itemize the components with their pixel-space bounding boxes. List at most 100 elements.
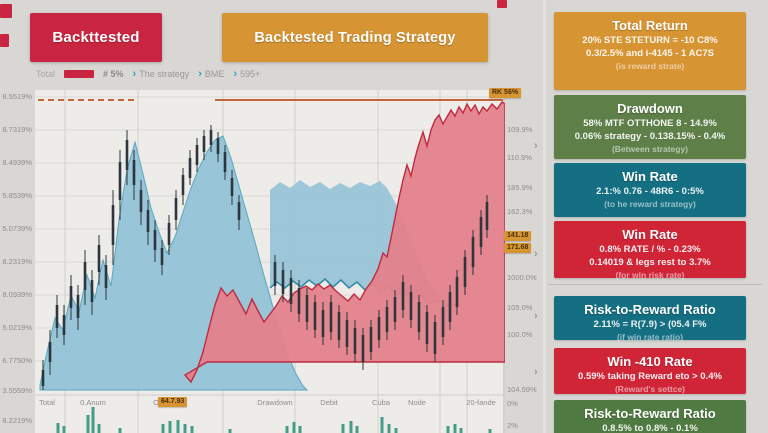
x-axis-label: Cuba xyxy=(372,398,390,407)
card-value-line: 0.06% strategy - 0.138.15% - 0.4% xyxy=(574,131,726,142)
y-axis-label-left: 8.5519% xyxy=(2,92,32,101)
chevron-right-icon: › xyxy=(132,68,137,80)
card-value-line: 0.14019 & legs rest to 3.7% xyxy=(589,257,711,268)
metric-card-win-410-rate: Win -410 Rate 0.59% taking Reward eto > 0… xyxy=(554,348,746,394)
x-axis-label: 20-fande xyxy=(466,398,496,407)
card-note: (if win rate ratio) xyxy=(616,332,684,342)
x-axis-badge: 64.7.93 xyxy=(158,397,188,407)
y-axis-label-right: 1000.0% xyxy=(507,273,537,282)
y-axis-label-left: 3.5559% xyxy=(2,386,32,395)
corner-mark-icon xyxy=(497,0,507,8)
card-title: Total Return xyxy=(612,18,688,33)
card-value-line: 0.8% RATE / % - 0.23% xyxy=(599,244,701,255)
volume-bar xyxy=(446,426,450,433)
corner-mark-icon xyxy=(0,4,12,18)
strategy-title-button[interactable]: Backtested Trading Strategy xyxy=(222,13,488,62)
volume-bar xyxy=(62,426,66,433)
volume-bar xyxy=(183,424,187,433)
volume-bar xyxy=(341,424,345,433)
volume-bar xyxy=(176,420,180,433)
volume-bar xyxy=(86,415,90,433)
card-note: (is reward strate) xyxy=(615,61,685,71)
card-title: Win -410 Rate xyxy=(607,354,693,369)
volume-bar xyxy=(459,428,463,433)
axis-price-badge: RK 56% xyxy=(489,88,522,98)
card-title: Win Rate xyxy=(622,227,678,242)
axis-price-badge: 171.68 xyxy=(504,243,532,253)
legend-link-label: 595+ xyxy=(240,69,261,79)
legend-link-label: The strategy xyxy=(139,69,190,79)
card-value-line: 0.3/2.5% and i-4145 - 1 AC7S xyxy=(586,48,714,59)
card-value-line: 2.11% = R(7.9) > (05.4 F% xyxy=(593,319,707,330)
card-note: (to he reward strategy) xyxy=(604,199,696,209)
volume-bar xyxy=(292,422,296,433)
corner-mark-icon xyxy=(0,34,9,47)
panel-chevron-icon: › xyxy=(534,140,538,152)
card-note: (Reward's settce) xyxy=(614,384,686,394)
volume-bar xyxy=(161,424,165,433)
x-axis-label: 0.Anum xyxy=(80,398,106,407)
volume-bar xyxy=(190,426,194,433)
metric-card-risk-to-reward-ratio: Risk-to-Reward Ratio 0.8.5% to 0.8% - 0.1… xyxy=(554,400,746,433)
card-note: (Between strategy) xyxy=(611,144,689,154)
legend-link-strategy[interactable]: › The strategy xyxy=(132,68,190,80)
volume-bar xyxy=(91,407,95,433)
legend-swatch-value: # 5% xyxy=(103,69,124,79)
metric-card-win-rate: Win Rate 0.8% RATE / % - 0.23% 0.14019 & l… xyxy=(554,221,746,280)
chart-legend: Total # 5% › The strategy › BME › 595+ xyxy=(36,67,260,81)
y-axis-label-right: 100.0% xyxy=(507,330,533,339)
card-value-line: 20% STE STETURN = -10 C8% xyxy=(582,35,718,46)
legend-link-bme[interactable]: › BME xyxy=(198,68,225,80)
legend-red-swatch-icon xyxy=(64,70,95,78)
y-axis-label-right: 162.3% xyxy=(507,207,533,216)
y-axis-label-left: 5.0219% xyxy=(2,323,32,332)
volume-bar xyxy=(355,426,359,433)
metric-card-total-return: Total Return 20% STE STETURN = -10 C8% 0.3… xyxy=(554,12,746,90)
metric-card-win-rate: Win Rate 2.1:% 0.76 - 48R6 - 0:5% (to he r… xyxy=(554,163,746,217)
x-axis-label: Node xyxy=(408,398,426,407)
metric-card-drawdown: Drawdown 58% MTF OTTHONE 8 - 14.9% 0.06% s… xyxy=(554,95,746,159)
panel-divider-horizontal xyxy=(548,284,762,285)
panel-chevron-icon: › xyxy=(534,248,538,260)
card-value-line: 58% MTF OTTHONE 8 - 14.9% xyxy=(583,118,717,129)
volume-bar xyxy=(118,428,122,433)
card-value-line: 0.59% taking Reward eto > 0.4% xyxy=(578,371,722,382)
card-title: Win Rate xyxy=(622,169,678,184)
card-value-line: 0.8.5% to 0.8% - 0.1% xyxy=(602,423,698,433)
chevron-right-icon: › xyxy=(198,68,202,80)
backtested-button[interactable]: Backttested xyxy=(30,13,162,62)
y-axis-label-right: 2% xyxy=(507,421,518,430)
y-axis-label-left: 8.2219% xyxy=(2,416,32,425)
legend-total-label: Total xyxy=(36,69,56,79)
panel-chevron-icon: › xyxy=(534,310,538,322)
volume-bar xyxy=(380,417,384,433)
y-axis-label-right: 110.9% xyxy=(507,153,532,162)
x-axis-label: Drawdown xyxy=(257,398,293,407)
card-title: Risk-to-Reward Ratio xyxy=(584,302,716,317)
volume-bar xyxy=(387,424,391,433)
x-axis-label: Debit xyxy=(320,398,338,407)
y-axis-label-left: 8.4939% xyxy=(2,158,32,167)
y-axis-label-right: 185.9% xyxy=(507,183,533,192)
backtest-chart xyxy=(35,90,505,433)
panel-chevron-icon: › xyxy=(534,366,538,378)
legend-link-595[interactable]: › 595+ xyxy=(233,69,261,80)
y-axis-label-left: 8.2319% xyxy=(2,257,32,266)
volume-bar xyxy=(285,426,289,433)
legend-link-label: BME xyxy=(204,69,225,79)
y-axis-label-left: 8.7319% xyxy=(2,125,32,134)
card-title: Drawdown xyxy=(617,101,683,116)
y-axis-label-left: 5.8539% xyxy=(2,191,32,200)
red-return-area xyxy=(183,101,505,384)
metric-card-risk-to-reward-ratio: Risk-to-Reward Ratio 2.11% = R(7.9) > (05… xyxy=(554,296,746,342)
y-axis-label-left: 8.0939% xyxy=(2,290,32,299)
y-axis-label-right: 105.0% xyxy=(507,303,533,312)
panel-divider-vertical xyxy=(543,0,546,433)
y-axis-label-right: 0% xyxy=(507,399,518,408)
y-axis-label-right: 104.59% xyxy=(507,385,537,394)
volume-bar xyxy=(97,424,101,433)
volume-bar xyxy=(453,424,457,433)
volume-bar xyxy=(298,426,302,433)
volume-bar xyxy=(56,423,60,433)
